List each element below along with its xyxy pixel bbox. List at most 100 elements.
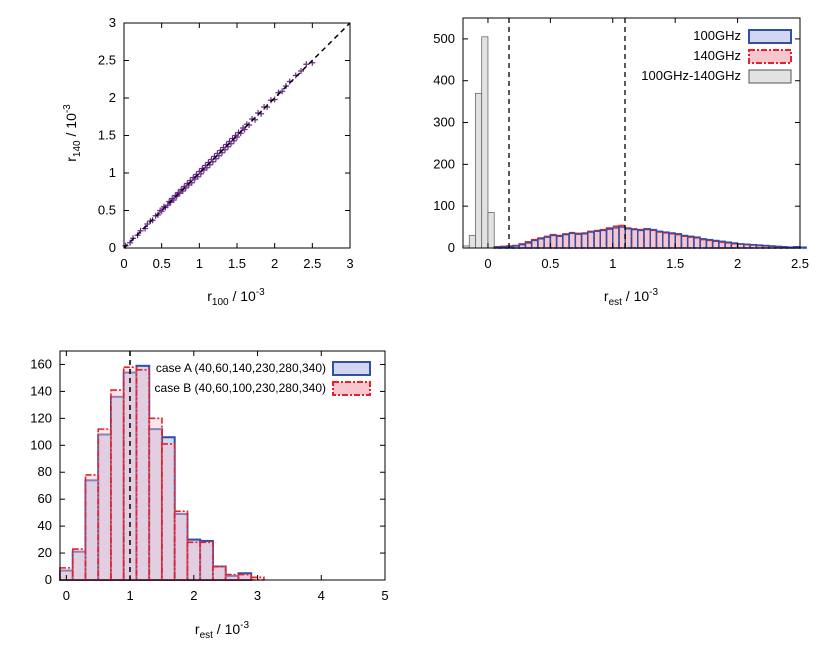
case-x-axis-label-sub: est	[200, 630, 214, 641]
case-b-bar	[224, 573, 240, 581]
bar-140ghz	[574, 232, 583, 249]
case-y-tick-label-5: 100	[30, 437, 52, 452]
scatter-point	[144, 221, 151, 227]
scatter-x-tick-label-0: 0	[120, 256, 127, 271]
bar-140ghz	[599, 228, 608, 249]
scatter-y-tick-label-0: 0	[109, 240, 116, 255]
frequency-x-tick-label-4: 2	[734, 256, 741, 271]
case-b-bar	[110, 389, 125, 581]
legend-swatch-140ghz	[748, 49, 792, 64]
case-b-bar	[84, 474, 100, 581]
case-b-bar	[199, 541, 214, 581]
scatter-point	[303, 61, 310, 68]
scatter-y-tick-label-2: 1	[109, 165, 116, 180]
scatter-x-tick-label-4: 2	[271, 256, 278, 271]
legend-label-case-a: case A (40,60,140,230,280,340)	[156, 361, 326, 375]
frequency-y-ticks: 0 100 200 300 400 500	[433, 31, 800, 255]
scatter-chart: 0 0.5 1 1.5 2 2.5 3 00.511.522.53 r100 / 10-3 …	[62, 15, 354, 308]
case-b-bar	[148, 417, 163, 581]
frequency-x-axis-label-exp: -3	[649, 287, 658, 298]
frequency-x-axis-label-sub: est	[609, 297, 623, 308]
case-x-tick-label-1: 1	[126, 588, 133, 603]
scatter-x-tick-label-2: 1	[196, 256, 203, 271]
scatter-y-tick-label-6: 3	[109, 15, 116, 30]
case-x-axis-label-exp: -3	[240, 620, 249, 631]
case-b-bar	[71, 548, 87, 581]
scatter-x-tick-label-3: 1.5	[228, 256, 246, 271]
scatter-y-axis-label: r140 / 10-3	[62, 104, 83, 162]
difference-bar	[487, 212, 495, 249]
case-histogram-chart: 0 1 2 3 4 5 0 20 40 60 80 100 120 140 160 case A (40,…	[30, 350, 389, 641]
scatter-y-tick-label-1: 0.5	[98, 203, 116, 218]
frequency-x-ticks: 0 0.5 1 1.5 2 2.5	[484, 18, 809, 271]
case-x-tick-label-4: 4	[318, 588, 325, 603]
case-x-ticks: 0 1 2 3 4 5	[63, 351, 389, 603]
scatter-x-axis-label-sub: 100	[212, 297, 229, 308]
case-b-bar	[173, 510, 189, 581]
case-y-tick-label-8: 160	[30, 356, 52, 371]
scatter-y-tick-label-5: 2.5	[98, 53, 116, 68]
legend-swatch-100ghz	[748, 29, 792, 44]
bar-140ghz	[674, 233, 683, 249]
frequency-x-tick-label-0: 0	[484, 256, 491, 271]
bar-140ghz	[630, 228, 639, 249]
scatter-x-axis-label: r100 / 10-3	[207, 287, 265, 308]
case-y-tick-label-4: 80	[38, 464, 52, 479]
scatter-y-axis-label-sub: 140	[72, 140, 83, 157]
frequency-y-tick-label-5: 500	[433, 31, 455, 46]
frequency-y-tick-label-4: 400	[433, 73, 455, 88]
case-x-tick-label-3: 3	[254, 588, 261, 603]
bar-140ghz	[699, 238, 708, 249]
difference-bar	[481, 36, 489, 249]
bar-140ghz	[593, 229, 601, 249]
bar-140ghz	[649, 229, 658, 249]
scatter-point	[279, 88, 286, 95]
legend-swatch-case-b	[332, 381, 371, 396]
case-y-tick-label-1: 20	[38, 545, 52, 560]
bar-100ghz	[799, 246, 807, 249]
bar-140ghz	[680, 235, 689, 249]
bar-140ghz	[587, 230, 595, 249]
legend-label-difference: 100GHz-140GHz	[641, 68, 741, 83]
scatter-point	[127, 239, 134, 246]
difference-bar	[468, 235, 476, 249]
bar-140ghz	[555, 234, 564, 249]
frequency-y-tick-label-0: 0	[448, 240, 455, 255]
difference-bar	[475, 92, 483, 249]
case-x-tick-label-2: 2	[190, 588, 197, 603]
frequency-x-tick-label-1: 0.5	[541, 256, 559, 271]
case-legend: case A (40,60,140,230,280,340) case B (4…	[155, 361, 371, 396]
frequency-y-tick-label-3: 300	[433, 115, 455, 130]
case-b-bar	[186, 541, 201, 581]
scatter-x-tick-label-5: 2.5	[303, 256, 321, 271]
scatter-x-axis-label-exp: -3	[256, 287, 265, 298]
scatter-point	[158, 208, 165, 215]
scatter-x-ticks: 0 0.5 1 1.5 2 2.5 3	[120, 23, 354, 271]
identity-reference-line	[123, 22, 351, 249]
scatter-point	[203, 164, 210, 171]
case-y-ticks: 0 20 40 60 80 100 120 140 160	[30, 356, 385, 587]
bar-140ghz	[655, 231, 664, 249]
scatter-point	[241, 126, 248, 133]
bar-140ghz	[618, 224, 626, 249]
legend-label-140ghz: 140GHz	[693, 48, 741, 63]
scatter-y-tick-label-4: 2	[109, 90, 116, 105]
case-y-tick-label-7: 140	[30, 383, 52, 398]
case-y-tick-label-2: 40	[38, 518, 52, 533]
case-histogram-bars	[59, 364, 265, 582]
bar-140ghz	[580, 232, 589, 249]
bar-140ghz	[605, 227, 614, 249]
bar-140ghz	[668, 233, 676, 249]
scatter-point	[298, 68, 305, 74]
legend-swatch-difference	[748, 69, 792, 84]
frequency-x-axis-label: rest / 10-3	[604, 287, 659, 308]
scatter-y-tick-label-3: 1.5	[98, 128, 116, 143]
bar-140ghz	[543, 235, 552, 249]
scatter-point	[164, 202, 171, 209]
legend-label-case-b: case B (40,60,100,230,280,340)	[155, 381, 326, 395]
frequency-plot-frame	[462, 17, 801, 249]
scatter-x-tick-label-6: 3	[346, 256, 353, 271]
scatter-point	[209, 158, 216, 165]
case-b-bar	[59, 567, 74, 581]
